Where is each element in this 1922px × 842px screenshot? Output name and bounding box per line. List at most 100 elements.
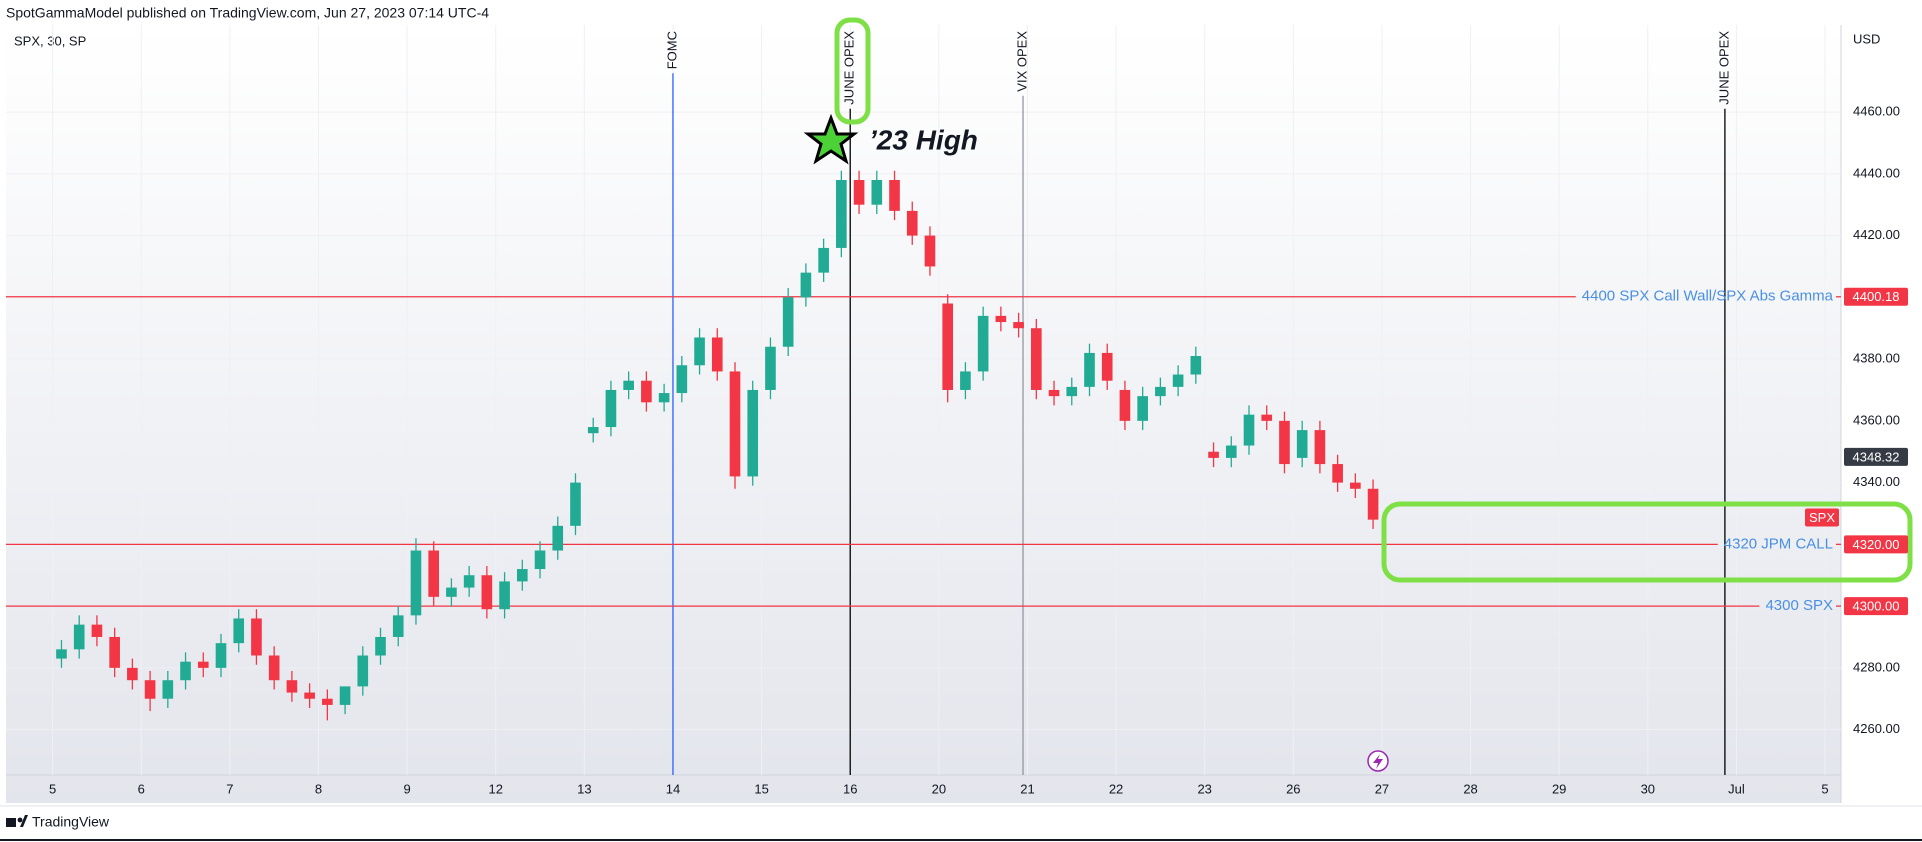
x-tick-label: 12 xyxy=(488,781,502,796)
candle-body xyxy=(392,615,404,637)
candle-body xyxy=(641,380,652,403)
y-tick-label: 4420.00 xyxy=(1853,227,1900,242)
x-tick-label: 26 xyxy=(1286,781,1300,796)
x-tick-label: 6 xyxy=(138,781,145,796)
candle-body xyxy=(1243,414,1255,446)
candle-body xyxy=(765,346,776,390)
candle-body xyxy=(942,303,954,390)
candle-body xyxy=(197,661,209,668)
event-label: JUNE OPEX xyxy=(1716,31,1731,105)
candle-body xyxy=(552,525,564,551)
star-marker xyxy=(803,113,859,165)
candle-body xyxy=(91,624,103,637)
price-tag xyxy=(1844,535,1908,554)
x-tick-label: 16 xyxy=(843,781,857,796)
level-label: 4320 JPM CALL xyxy=(1724,535,1833,552)
candle-body xyxy=(1084,352,1095,387)
annotation: ’23 High xyxy=(869,124,978,155)
x-tick-label: 28 xyxy=(1463,781,1477,796)
candle-body xyxy=(127,667,138,681)
lightning-icon xyxy=(1367,750,1389,772)
candle-body xyxy=(233,618,245,644)
candle-body xyxy=(180,661,191,681)
x-tick-label: 30 xyxy=(1641,781,1655,796)
candle-body xyxy=(782,297,794,347)
candle-body xyxy=(534,550,546,570)
candle-body xyxy=(144,680,156,699)
x-tick-label: 9 xyxy=(403,781,410,796)
y-tick-label: 4280.00 xyxy=(1853,659,1900,674)
candle-body xyxy=(1119,389,1131,421)
level-label: 4300 SPX xyxy=(1765,597,1833,614)
candle-body xyxy=(658,393,670,403)
x-tick-label: 5 xyxy=(1821,781,1828,796)
x-tick-label: 7 xyxy=(226,781,233,796)
candle-body xyxy=(1155,386,1166,397)
candle-body xyxy=(995,315,1007,323)
candle-body xyxy=(1172,374,1184,387)
candle-body xyxy=(836,180,847,248)
y-tick-label: 4380.00 xyxy=(1853,351,1900,366)
y-tick-label: 4260.00 xyxy=(1853,721,1900,736)
publish-header: SpotGammaModel published on TradingView.… xyxy=(6,5,489,21)
y-tick-label: 4360.00 xyxy=(1853,412,1900,427)
y-tick-label: 4440.00 xyxy=(1853,165,1900,180)
candle-body xyxy=(499,581,510,610)
candle-body xyxy=(251,618,262,656)
currency-label: USD xyxy=(1853,31,1880,46)
candle-body xyxy=(1013,322,1024,329)
candle-body xyxy=(1296,430,1308,458)
candle-body xyxy=(747,389,759,477)
candle-body xyxy=(570,482,581,526)
candle-body xyxy=(516,569,528,582)
event-label: FOMC xyxy=(664,31,679,69)
candle-body xyxy=(587,427,599,434)
candle-body xyxy=(1030,328,1042,390)
candle-body xyxy=(1279,420,1290,465)
candle-body xyxy=(676,365,688,394)
brand-name: TradingView xyxy=(32,814,110,830)
candle-body xyxy=(800,272,812,298)
candle-body xyxy=(304,692,315,699)
candle-body xyxy=(623,380,634,390)
candle-body xyxy=(906,210,918,236)
symbol-label: SPX, 30, SP xyxy=(14,33,86,48)
y-tick-label: 4460.00 xyxy=(1853,104,1900,119)
candle-body xyxy=(410,550,422,616)
candle-body xyxy=(1225,445,1237,458)
candle-body xyxy=(322,698,333,705)
event-label: JUNE OPEX xyxy=(842,31,857,105)
x-tick-label: 22 xyxy=(1109,781,1123,796)
candle-body xyxy=(1314,430,1326,465)
candle-body xyxy=(1066,386,1078,397)
highlight-box xyxy=(834,17,871,125)
symbol-tag xyxy=(1805,508,1839,527)
candle-body xyxy=(1367,488,1379,520)
candle-body xyxy=(871,180,883,205)
candle-body xyxy=(1261,414,1273,421)
candle-body xyxy=(446,587,457,597)
x-tick-label: 5 xyxy=(49,781,56,796)
x-tick-label: 29 xyxy=(1552,781,1566,796)
candle-body xyxy=(1190,356,1202,375)
price-tag-label: 4400.18 xyxy=(1853,289,1900,304)
x-tick-label: 23 xyxy=(1197,781,1211,796)
price-tag xyxy=(1844,287,1908,306)
y-tick-label: 4340.00 xyxy=(1853,474,1900,489)
candle-body xyxy=(729,371,741,477)
candle-body xyxy=(1137,396,1148,421)
event-label: VIX OPEX xyxy=(1014,31,1029,92)
candle-body xyxy=(162,680,174,699)
candle-body xyxy=(960,371,971,390)
candle-body xyxy=(428,550,440,597)
symbol-tag-label: SPX xyxy=(1809,510,1835,525)
x-tick-label: 8 xyxy=(315,781,322,796)
candle-body xyxy=(339,686,351,705)
candle-body xyxy=(853,180,865,205)
highlight-box xyxy=(1381,501,1913,583)
candle-body xyxy=(977,315,989,372)
x-tick-label: 13 xyxy=(577,781,591,796)
candle-body xyxy=(375,636,386,656)
level-label: 4400 SPX Call Wall/SPX Abs Gamma xyxy=(1582,288,1834,305)
